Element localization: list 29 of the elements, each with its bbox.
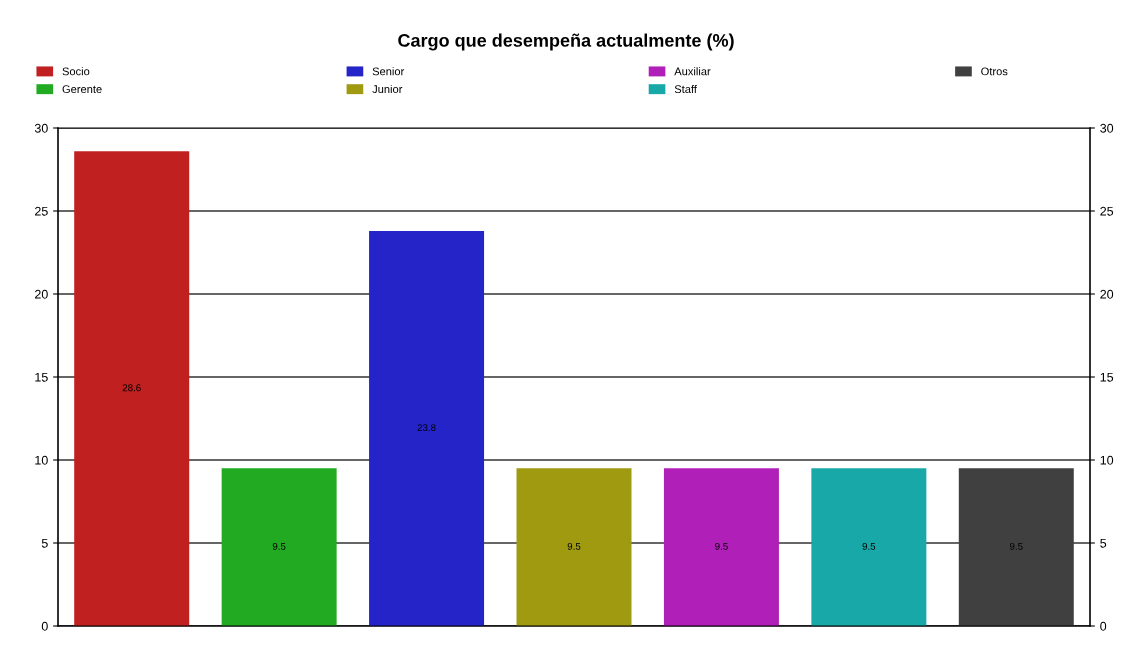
legend-label: Staff	[674, 84, 697, 94]
y2-tick-label: 15	[1100, 372, 1114, 382]
legend-label: Auxiliar	[674, 67, 711, 76]
data-label: 9.5	[862, 542, 876, 550]
y-tick-label: 20	[35, 289, 48, 299]
legend-label: Gerente	[62, 85, 102, 94]
y-tick-label: 10	[35, 455, 48, 465]
y2-tick-label: 30	[1100, 123, 1114, 133]
legend-label: Otros	[981, 67, 1008, 76]
y-tick-label: 30	[34, 123, 48, 133]
legend-label: Socio	[62, 67, 90, 76]
data-label: 9.5	[272, 542, 286, 550]
y-tick-label: 15	[35, 372, 48, 382]
data-label: 23.8	[417, 424, 436, 432]
y2-tick-label: 0	[1100, 621, 1107, 631]
legend-label: Senior	[372, 67, 405, 76]
chart-title: Cargo que desempeña actualmente (%)	[398, 33, 734, 51]
data-label: 9.5	[715, 542, 728, 550]
data-label: 28.6	[122, 384, 141, 392]
y2-tick-label: 25	[1100, 206, 1114, 216]
y2-tick-label: 5	[1100, 538, 1107, 548]
y2-tick-label: 10	[1100, 455, 1114, 465]
data-label: 9.5	[567, 542, 581, 550]
data-label: 9.5	[1009, 542, 1023, 550]
y2-tick-label: 20	[1100, 289, 1114, 299]
legend-label: Junior	[372, 84, 403, 94]
y-tick-label: 25	[35, 206, 48, 216]
y-tick-label: 0	[41, 621, 48, 631]
y-tick-label: 5	[41, 538, 48, 548]
